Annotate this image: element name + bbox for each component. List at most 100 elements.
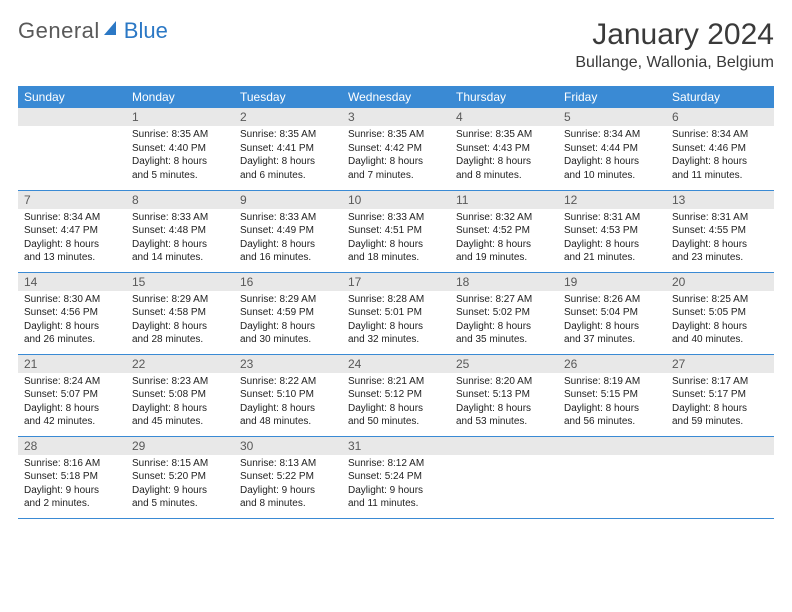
daylight-line: Daylight: 9 hours xyxy=(24,484,120,498)
calendar-cell: 22Sunrise: 8:23 AMSunset: 5:08 PMDayligh… xyxy=(126,354,234,436)
sunrise-line: Sunrise: 8:35 AM xyxy=(456,128,552,142)
daylight-line: and 13 minutes. xyxy=(24,251,120,265)
logo-sail-icon xyxy=(102,19,122,44)
day-content: Sunrise: 8:35 AMSunset: 4:40 PMDaylight:… xyxy=(126,126,234,186)
calendar-cell: 15Sunrise: 8:29 AMSunset: 4:58 PMDayligh… xyxy=(126,272,234,354)
day-number: 6 xyxy=(666,108,774,126)
day-content: Sunrise: 8:34 AMSunset: 4:46 PMDaylight:… xyxy=(666,126,774,186)
sunset-line: Sunset: 4:44 PM xyxy=(564,142,660,156)
sunrise-line: Sunrise: 8:25 AM xyxy=(672,293,768,307)
sunset-line: Sunset: 4:53 PM xyxy=(564,224,660,238)
calendar-cell: 31Sunrise: 8:12 AMSunset: 5:24 PMDayligh… xyxy=(342,436,450,518)
daylight-line: and 35 minutes. xyxy=(456,333,552,347)
daylight-line: Daylight: 8 hours xyxy=(348,402,444,416)
sunset-line: Sunset: 5:05 PM xyxy=(672,306,768,320)
daylight-line: Daylight: 8 hours xyxy=(456,320,552,334)
day-content: Sunrise: 8:20 AMSunset: 5:13 PMDaylight:… xyxy=(450,373,558,433)
sunrise-line: Sunrise: 8:20 AM xyxy=(456,375,552,389)
daylight-line: and 59 minutes. xyxy=(672,415,768,429)
day-number: 12 xyxy=(558,191,666,209)
day-header: Tuesday xyxy=(234,86,342,108)
sunrise-line: Sunrise: 8:13 AM xyxy=(240,457,336,471)
daylight-line: and 23 minutes. xyxy=(672,251,768,265)
day-content: Sunrise: 8:34 AMSunset: 4:44 PMDaylight:… xyxy=(558,126,666,186)
sunset-line: Sunset: 5:22 PM xyxy=(240,470,336,484)
calendar-cell: 3Sunrise: 8:35 AMSunset: 4:42 PMDaylight… xyxy=(342,108,450,190)
sunrise-line: Sunrise: 8:12 AM xyxy=(348,457,444,471)
calendar-row: 21Sunrise: 8:24 AMSunset: 5:07 PMDayligh… xyxy=(18,354,774,436)
day-number-empty xyxy=(666,437,774,455)
day-number: 18 xyxy=(450,273,558,291)
day-number-empty xyxy=(558,437,666,455)
sunrise-line: Sunrise: 8:33 AM xyxy=(348,211,444,225)
daylight-line: and 7 minutes. xyxy=(348,169,444,183)
sunset-line: Sunset: 4:59 PM xyxy=(240,306,336,320)
calendar-cell: 14Sunrise: 8:30 AMSunset: 4:56 PMDayligh… xyxy=(18,272,126,354)
logo: General Blue xyxy=(18,18,168,44)
day-content: Sunrise: 8:32 AMSunset: 4:52 PMDaylight:… xyxy=(450,209,558,269)
sunset-line: Sunset: 4:52 PM xyxy=(456,224,552,238)
day-header: Monday xyxy=(126,86,234,108)
day-number: 4 xyxy=(450,108,558,126)
daylight-line: Daylight: 8 hours xyxy=(672,155,768,169)
daylight-line: Daylight: 8 hours xyxy=(348,238,444,252)
calendar-cell: 16Sunrise: 8:29 AMSunset: 4:59 PMDayligh… xyxy=(234,272,342,354)
daylight-line: Daylight: 8 hours xyxy=(240,155,336,169)
sunset-line: Sunset: 5:07 PM xyxy=(24,388,120,402)
sunrise-line: Sunrise: 8:26 AM xyxy=(564,293,660,307)
day-content: Sunrise: 8:17 AMSunset: 5:17 PMDaylight:… xyxy=(666,373,774,433)
sunrise-line: Sunrise: 8:31 AM xyxy=(564,211,660,225)
calendar-cell: 25Sunrise: 8:20 AMSunset: 5:13 PMDayligh… xyxy=(450,354,558,436)
daylight-line: and 8 minutes. xyxy=(240,497,336,511)
sunset-line: Sunset: 5:13 PM xyxy=(456,388,552,402)
daylight-line: and 11 minutes. xyxy=(348,497,444,511)
day-header: Sunday xyxy=(18,86,126,108)
daylight-line: and 42 minutes. xyxy=(24,415,120,429)
daylight-line: and 32 minutes. xyxy=(348,333,444,347)
day-content: Sunrise: 8:23 AMSunset: 5:08 PMDaylight:… xyxy=(126,373,234,433)
daylight-line: and 50 minutes. xyxy=(348,415,444,429)
daylight-line: Daylight: 8 hours xyxy=(240,320,336,334)
sunrise-line: Sunrise: 8:33 AM xyxy=(240,211,336,225)
calendar-cell: 11Sunrise: 8:32 AMSunset: 4:52 PMDayligh… xyxy=(450,190,558,272)
daylight-line: and 21 minutes. xyxy=(564,251,660,265)
day-header: Wednesday xyxy=(342,86,450,108)
daylight-line: and 10 minutes. xyxy=(564,169,660,183)
calendar-cell: 4 Sunrise: 8:35 AMSunset: 4:43 PMDaylight… xyxy=(450,108,558,190)
daylight-line: and 11 minutes. xyxy=(672,169,768,183)
daylight-line: Daylight: 8 hours xyxy=(564,402,660,416)
sunrise-line: Sunrise: 8:29 AM xyxy=(132,293,228,307)
day-number: 19 xyxy=(558,273,666,291)
daylight-line: and 37 minutes. xyxy=(564,333,660,347)
calendar-row: 28Sunrise: 8:16 AMSunset: 5:18 PMDayligh… xyxy=(18,436,774,518)
sunrise-line: Sunrise: 8:32 AM xyxy=(456,211,552,225)
calendar-cell: 30Sunrise: 8:13 AMSunset: 5:22 PMDayligh… xyxy=(234,436,342,518)
daylight-line: Daylight: 8 hours xyxy=(456,155,552,169)
day-content: Sunrise: 8:24 AMSunset: 5:07 PMDaylight:… xyxy=(18,373,126,433)
calendar-cell: 6Sunrise: 8:34 AMSunset: 4:46 PMDaylight… xyxy=(666,108,774,190)
sunset-line: Sunset: 5:20 PM xyxy=(132,470,228,484)
daylight-line: Daylight: 8 hours xyxy=(456,402,552,416)
day-content: Sunrise: 8:26 AMSunset: 5:04 PMDaylight:… xyxy=(558,291,666,351)
calendar-cell: 20Sunrise: 8:25 AMSunset: 5:05 PMDayligh… xyxy=(666,272,774,354)
daylight-line: Daylight: 8 hours xyxy=(240,402,336,416)
daylight-line: and 8 minutes. xyxy=(456,169,552,183)
daylight-line: Daylight: 8 hours xyxy=(24,320,120,334)
sunset-line: Sunset: 4:48 PM xyxy=(132,224,228,238)
day-number-empty xyxy=(18,108,126,126)
day-content: Sunrise: 8:25 AMSunset: 5:05 PMDaylight:… xyxy=(666,291,774,351)
calendar-cell: 1Sunrise: 8:35 AMSunset: 4:40 PMDaylight… xyxy=(126,108,234,190)
sunrise-line: Sunrise: 8:22 AM xyxy=(240,375,336,389)
day-content: Sunrise: 8:35 AMSunset: 4:42 PMDaylight:… xyxy=(342,126,450,186)
daylight-line: Daylight: 8 hours xyxy=(132,155,228,169)
sunset-line: Sunset: 4:46 PM xyxy=(672,142,768,156)
day-number: 7 xyxy=(18,191,126,209)
day-content: Sunrise: 8:27 AMSunset: 5:02 PMDaylight:… xyxy=(450,291,558,351)
day-number: 21 xyxy=(18,355,126,373)
calendar-cell: 23Sunrise: 8:22 AMSunset: 5:10 PMDayligh… xyxy=(234,354,342,436)
sunset-line: Sunset: 4:56 PM xyxy=(24,306,120,320)
day-number: 8 xyxy=(126,191,234,209)
sunset-line: Sunset: 4:51 PM xyxy=(348,224,444,238)
sunset-line: Sunset: 4:43 PM xyxy=(456,142,552,156)
day-header: Saturday xyxy=(666,86,774,108)
